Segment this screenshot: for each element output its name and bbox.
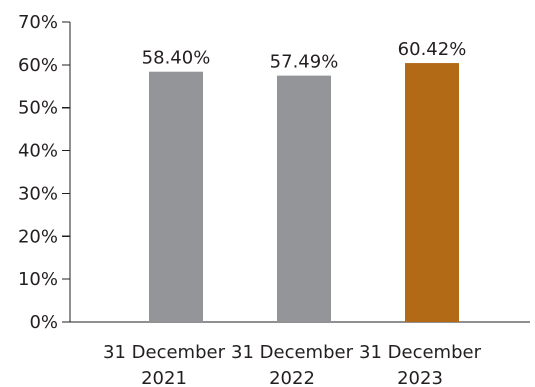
data-label: 58.40%	[142, 48, 211, 69]
x-category-label-line: 31 December	[359, 342, 482, 363]
y-tick-label: 40%	[18, 141, 58, 162]
y-tick-label: 70%	[18, 12, 58, 33]
y-tick-label: 30%	[18, 183, 58, 204]
bar	[405, 63, 459, 323]
bars	[149, 63, 459, 323]
x-category-label-line: 2021	[141, 368, 187, 387]
x-category-label-line: 2023	[397, 368, 443, 387]
data-label: 60.42%	[398, 39, 467, 60]
x-category-label-line: 2022	[269, 368, 315, 387]
x-category-label-line: 31 December	[231, 342, 354, 363]
x-category-label: 31 December 2023	[359, 342, 482, 387]
y-tick-label: 20%	[18, 226, 58, 247]
data-label: 57.49%	[270, 52, 339, 73]
x-category-label-line: 31 December	[103, 342, 226, 363]
y-tick-label: 50%	[18, 98, 58, 119]
x-category-label: 31 December 2022	[231, 342, 354, 387]
bar	[277, 75, 331, 322]
bar	[149, 71, 203, 322]
y-tick-label: 60%	[18, 55, 58, 76]
y-axis: 0% 10% 20% 30% 40% 50% 60% 70%	[18, 12, 71, 333]
data-labels: 58.40% 57.49% 60.42%	[142, 39, 467, 73]
y-tick-label: 0%	[29, 312, 58, 333]
x-category-label: 31 December 2021	[103, 342, 226, 387]
y-tick-label: 10%	[18, 269, 58, 290]
